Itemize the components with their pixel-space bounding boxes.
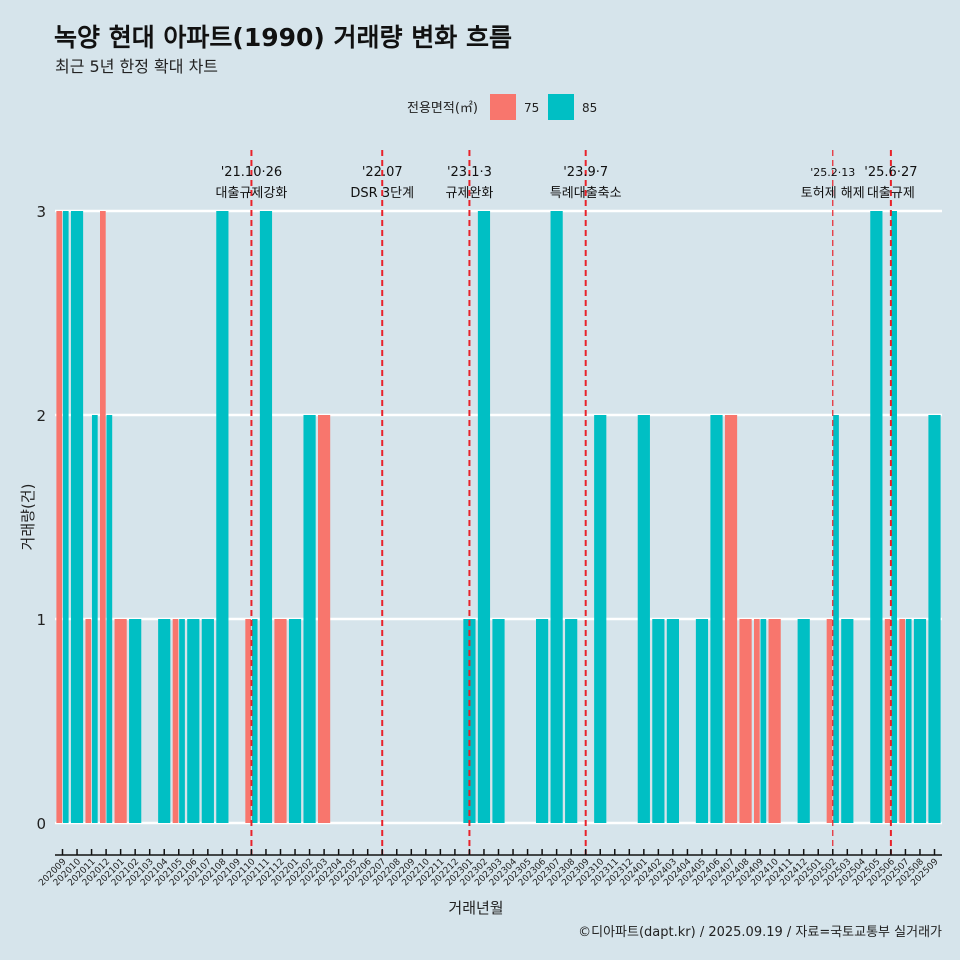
legend-swatch-75 [490, 94, 516, 120]
bar-75-202011 [85, 619, 92, 823]
legend-title: 전용면적(㎡) [407, 101, 478, 116]
bar-85-202009 [62, 211, 69, 823]
event-label: 규제완화 [446, 186, 494, 201]
bar-75-202203 [318, 415, 331, 823]
event-date: '23.9·7 [563, 165, 608, 180]
bar-85-202110 [251, 619, 258, 823]
bar-85-202104 [158, 619, 171, 823]
bar-85-202506 [891, 211, 897, 823]
bar-75-202506 [884, 619, 891, 823]
bar-75-202110 [245, 619, 252, 823]
bar-85-202401 [637, 415, 650, 823]
bar-85-202412 [797, 619, 810, 823]
y-tick-label: 2 [36, 407, 46, 425]
bar-75-202407 [724, 415, 738, 823]
legend: 전용면적(㎡) 75 85 [407, 94, 597, 120]
bar-75-202408 [739, 619, 752, 823]
bar-85-202310 [594, 415, 607, 823]
chart-title: 녹양 현대 아파트(1990) 거래량 변화 흐름 [54, 23, 512, 52]
bar-85-202105 [179, 619, 185, 823]
bar-85-202503 [841, 619, 854, 823]
bar-85-202102 [129, 619, 142, 823]
bar-85-202308 [565, 619, 578, 823]
legend-label-75: 75 [524, 101, 539, 115]
bar-85-202307 [550, 211, 563, 823]
bar-85-202409 [760, 619, 767, 823]
bar-85-202107 [201, 619, 214, 823]
event-label: 대출규제 [867, 186, 915, 201]
event-label: 특례대출축소 [550, 186, 622, 201]
bar-85-202502 [833, 415, 839, 823]
chart-subtitle: 최근 5년 한정 확대 차트 [55, 57, 219, 76]
bar-85-202508 [913, 619, 927, 823]
bar-85-202201 [288, 619, 302, 823]
bar-75-202112 [274, 619, 287, 823]
y-tick-label: 0 [36, 815, 46, 833]
event-label: 토허제 해제 [801, 186, 865, 201]
bar-85-202012 [106, 415, 113, 823]
event-label: DSR 3단계 [350, 186, 414, 201]
bar-85-202507 [905, 619, 912, 823]
bar-85-202108 [216, 211, 229, 823]
bar-85-202106 [187, 619, 200, 823]
y-tick-label: 1 [36, 611, 46, 629]
bar-85-202509 [928, 415, 941, 823]
bar-85-202202 [303, 415, 316, 823]
bar-85-202403 [666, 619, 679, 823]
event-date: '25.6·27 [864, 165, 917, 180]
bar-85-202406 [710, 415, 723, 823]
bar-75-202009 [56, 211, 63, 823]
bar-75-202502 [826, 619, 833, 823]
y-tick-label: 3 [36, 203, 46, 221]
bar-85-202505 [870, 211, 883, 823]
bar-75-202410 [768, 619, 781, 823]
legend-swatch-85 [548, 94, 574, 120]
event-label: 대출규제강화 [216, 186, 288, 201]
bar-75-202101 [114, 619, 127, 823]
chart-caption: ©디아파트(dapt.kr) / 2025.09.19 / 자료=국토교통부 실… [578, 925, 942, 940]
event-date: '22.07 [362, 165, 403, 180]
event-date: '25.2·13 [810, 166, 855, 179]
bar-85-202010 [70, 211, 84, 823]
bar-85-202306 [536, 619, 549, 823]
bar-85-202402 [652, 619, 665, 823]
x-axis-label: 거래년월 [448, 899, 503, 917]
bar-75-202409 [754, 619, 760, 823]
bar-85-202302 [477, 211, 491, 823]
bar-85-202011 [91, 415, 98, 823]
bar-75-202105 [172, 619, 179, 823]
bar-75-202012 [100, 211, 106, 823]
y-axis-label: 거래량(건) [19, 484, 37, 551]
bar-75-202507 [899, 619, 906, 823]
legend-label-85: 85 [582, 101, 597, 115]
bar-85-202111 [259, 211, 273, 823]
event-date: '23.1·3 [447, 165, 492, 180]
bar-85-202303 [492, 619, 505, 823]
bar-85-202405 [695, 619, 709, 823]
event-date: '21.10·26 [221, 165, 282, 180]
